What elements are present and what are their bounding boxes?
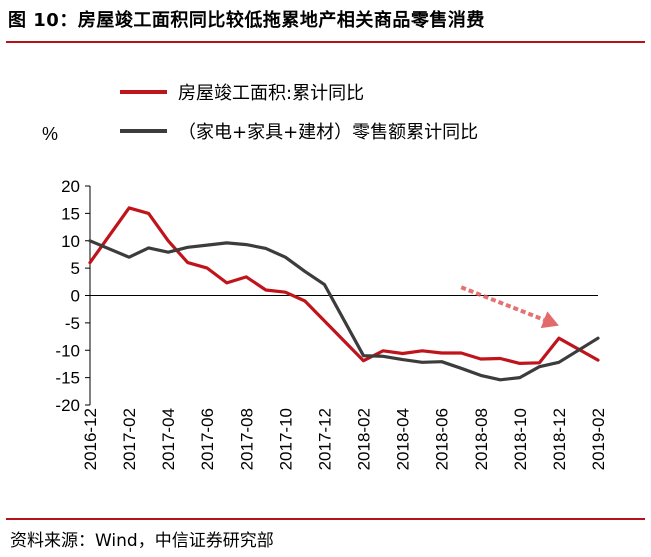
y-tick-label: 15: [61, 204, 80, 223]
title-rule: [6, 41, 645, 43]
figure-title: 图 10：房屋竣工面积同比较低拖累地产相关商品零售消费: [8, 10, 485, 31]
source-rule: [6, 518, 645, 520]
x-tick-label: 2018-02: [355, 408, 374, 470]
y-tick-label: 10: [61, 232, 80, 251]
x-tick-label: 2018-04: [394, 408, 413, 470]
x-tick-label: 2017-12: [315, 408, 334, 470]
legend-label-1: 房屋竣工面积:累计同比: [178, 83, 364, 104]
series-line-1: [88, 206, 600, 365]
series-line-2: [88, 239, 600, 382]
y-tick-label: -5: [65, 314, 80, 333]
trend-arrow-shaft: [460, 285, 545, 322]
source-note: 资料来源：Wind，中信证券研究部: [10, 531, 274, 551]
y-tick-label: -20: [55, 396, 80, 415]
x-tick-label: 2018-10: [511, 408, 530, 470]
y-tick-label: -10: [55, 341, 80, 360]
y-tick-label: 5: [71, 259, 80, 278]
x-tick-label: 2016-12: [81, 408, 100, 470]
y-tick-label: 0: [71, 287, 80, 306]
x-tick-label: 2017-06: [198, 408, 217, 470]
x-tick-label: 2018-06: [433, 408, 452, 470]
x-tick-label: 2019-02: [589, 408, 608, 470]
x-tick-label: 2018-12: [550, 408, 569, 470]
x-tick-label: 2018-08: [472, 408, 491, 470]
legend-label-2: （家电+家具+建材）零售额累计同比: [178, 122, 478, 143]
x-tick-label: 2017-04: [159, 408, 178, 470]
x-tick-label: 2017-10: [276, 408, 295, 470]
y-tick-label: 20: [61, 177, 80, 196]
y-tick-label: -15: [55, 369, 80, 388]
x-tick-label: 2017-02: [120, 408, 139, 470]
x-tick-label: 2017-08: [237, 408, 256, 470]
y-unit-label: %: [42, 124, 58, 144]
trend-arrow-head: [540, 311, 559, 329]
